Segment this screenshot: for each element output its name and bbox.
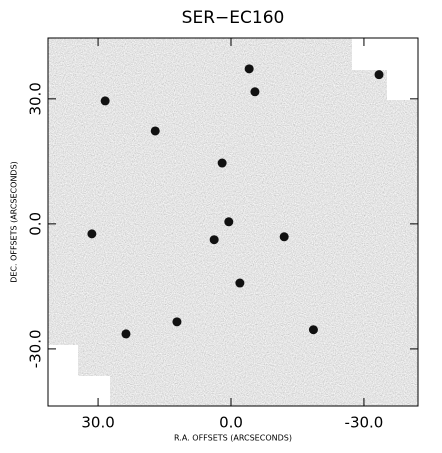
source [209, 235, 219, 245]
blank-region [352, 38, 418, 100]
source [374, 70, 384, 80]
source [217, 158, 227, 168]
source [87, 229, 97, 239]
plot-frame [47, 37, 419, 407]
y-tick-label: 0.0 [27, 212, 45, 236]
source [224, 217, 234, 227]
source [308, 325, 318, 335]
source [279, 232, 289, 242]
source [250, 87, 260, 97]
source [121, 329, 131, 339]
x-tick-label: 30.0 [81, 414, 114, 432]
chart-title: SER−EC160 [182, 8, 285, 28]
blank-region [48, 345, 110, 406]
x-tick-label: -30.0 [345, 414, 384, 432]
y-tick-label: -30.0 [27, 329, 45, 368]
y-axis-label: DEC. OFFSETS (ARCSECONDS) [10, 161, 19, 283]
source [172, 317, 182, 327]
source [235, 278, 245, 288]
y-tick-label: 30.0 [27, 82, 45, 115]
x-axis-label: R.A. OFFSETS (ARCSECONDS) [174, 434, 292, 443]
source [100, 96, 110, 106]
source [244, 64, 254, 74]
source [150, 126, 160, 136]
x-tick-label: 0.0 [219, 414, 243, 432]
